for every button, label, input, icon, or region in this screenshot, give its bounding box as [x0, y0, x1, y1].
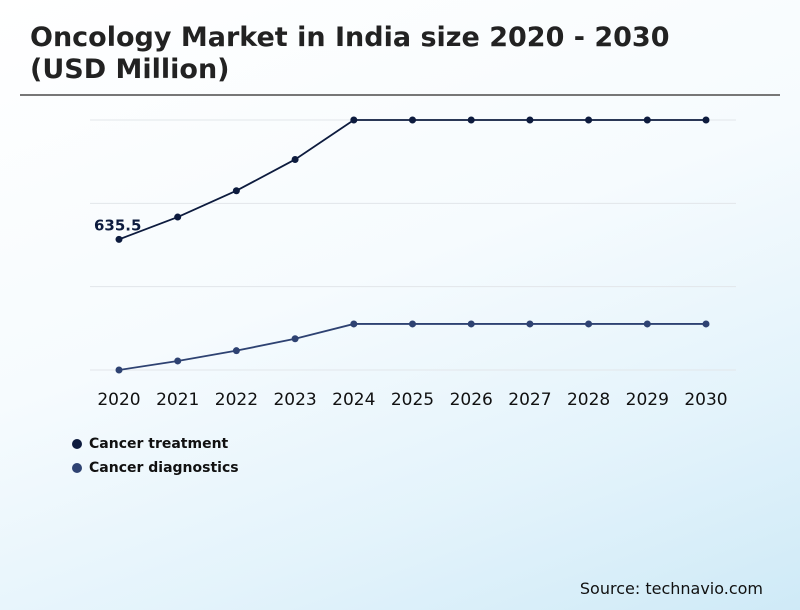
data-point [409, 116, 416, 124]
data-point [291, 155, 299, 163]
x-tick-label: 2025 [391, 390, 434, 410]
series-line-0 [118, 119, 706, 241]
x-tick-label: 2021 [156, 390, 199, 410]
data-point [232, 347, 240, 355]
data-point [643, 320, 651, 328]
legend-label: Cancer treatment [89, 436, 229, 452]
legend-marker-icon [72, 463, 82, 473]
x-tick-label: 2020 [97, 390, 140, 410]
x-tick-label: 2022 [215, 390, 258, 410]
data-point [115, 235, 123, 243]
data-point [702, 116, 710, 124]
data-point [409, 320, 416, 328]
data-point [350, 116, 358, 124]
data-point [643, 116, 651, 124]
data-point [174, 357, 182, 365]
data-point [174, 213, 182, 221]
data-point [585, 320, 593, 328]
data-point [467, 320, 475, 328]
legend-label: Cancer diagnostics [89, 460, 239, 476]
data-point [702, 320, 710, 328]
title-divider [20, 94, 780, 96]
x-tick-label: 2029 [626, 390, 669, 410]
data-point [526, 116, 534, 124]
data-point [291, 335, 299, 343]
data-point [350, 320, 358, 328]
x-tick-label: 2030 [684, 390, 727, 410]
x-tick-label: 2023 [273, 390, 316, 410]
source-note: Source: technavio.com [579, 579, 763, 598]
legend-marker-icon [72, 439, 82, 449]
x-tick-label: 2024 [332, 390, 375, 410]
data-point [467, 116, 475, 124]
data-point [115, 366, 123, 374]
chart-title: Oncology Market in India size 2020 - 203… [30, 22, 670, 85]
data-point [585, 116, 593, 124]
data-point [526, 320, 534, 328]
data-point [232, 187, 240, 195]
legend-item-cancer-treatment[interactable]: Cancer treatment [72, 436, 228, 452]
x-tick-label: 2026 [450, 390, 493, 410]
x-tick-label: 2028 [567, 390, 610, 410]
legend-item-cancer-diagnostics[interactable]: Cancer diagnostics [72, 460, 239, 476]
x-tick-label: 2027 [508, 390, 551, 410]
series-line-1 [118, 323, 706, 371]
data-label: 635.5 [94, 216, 141, 234]
